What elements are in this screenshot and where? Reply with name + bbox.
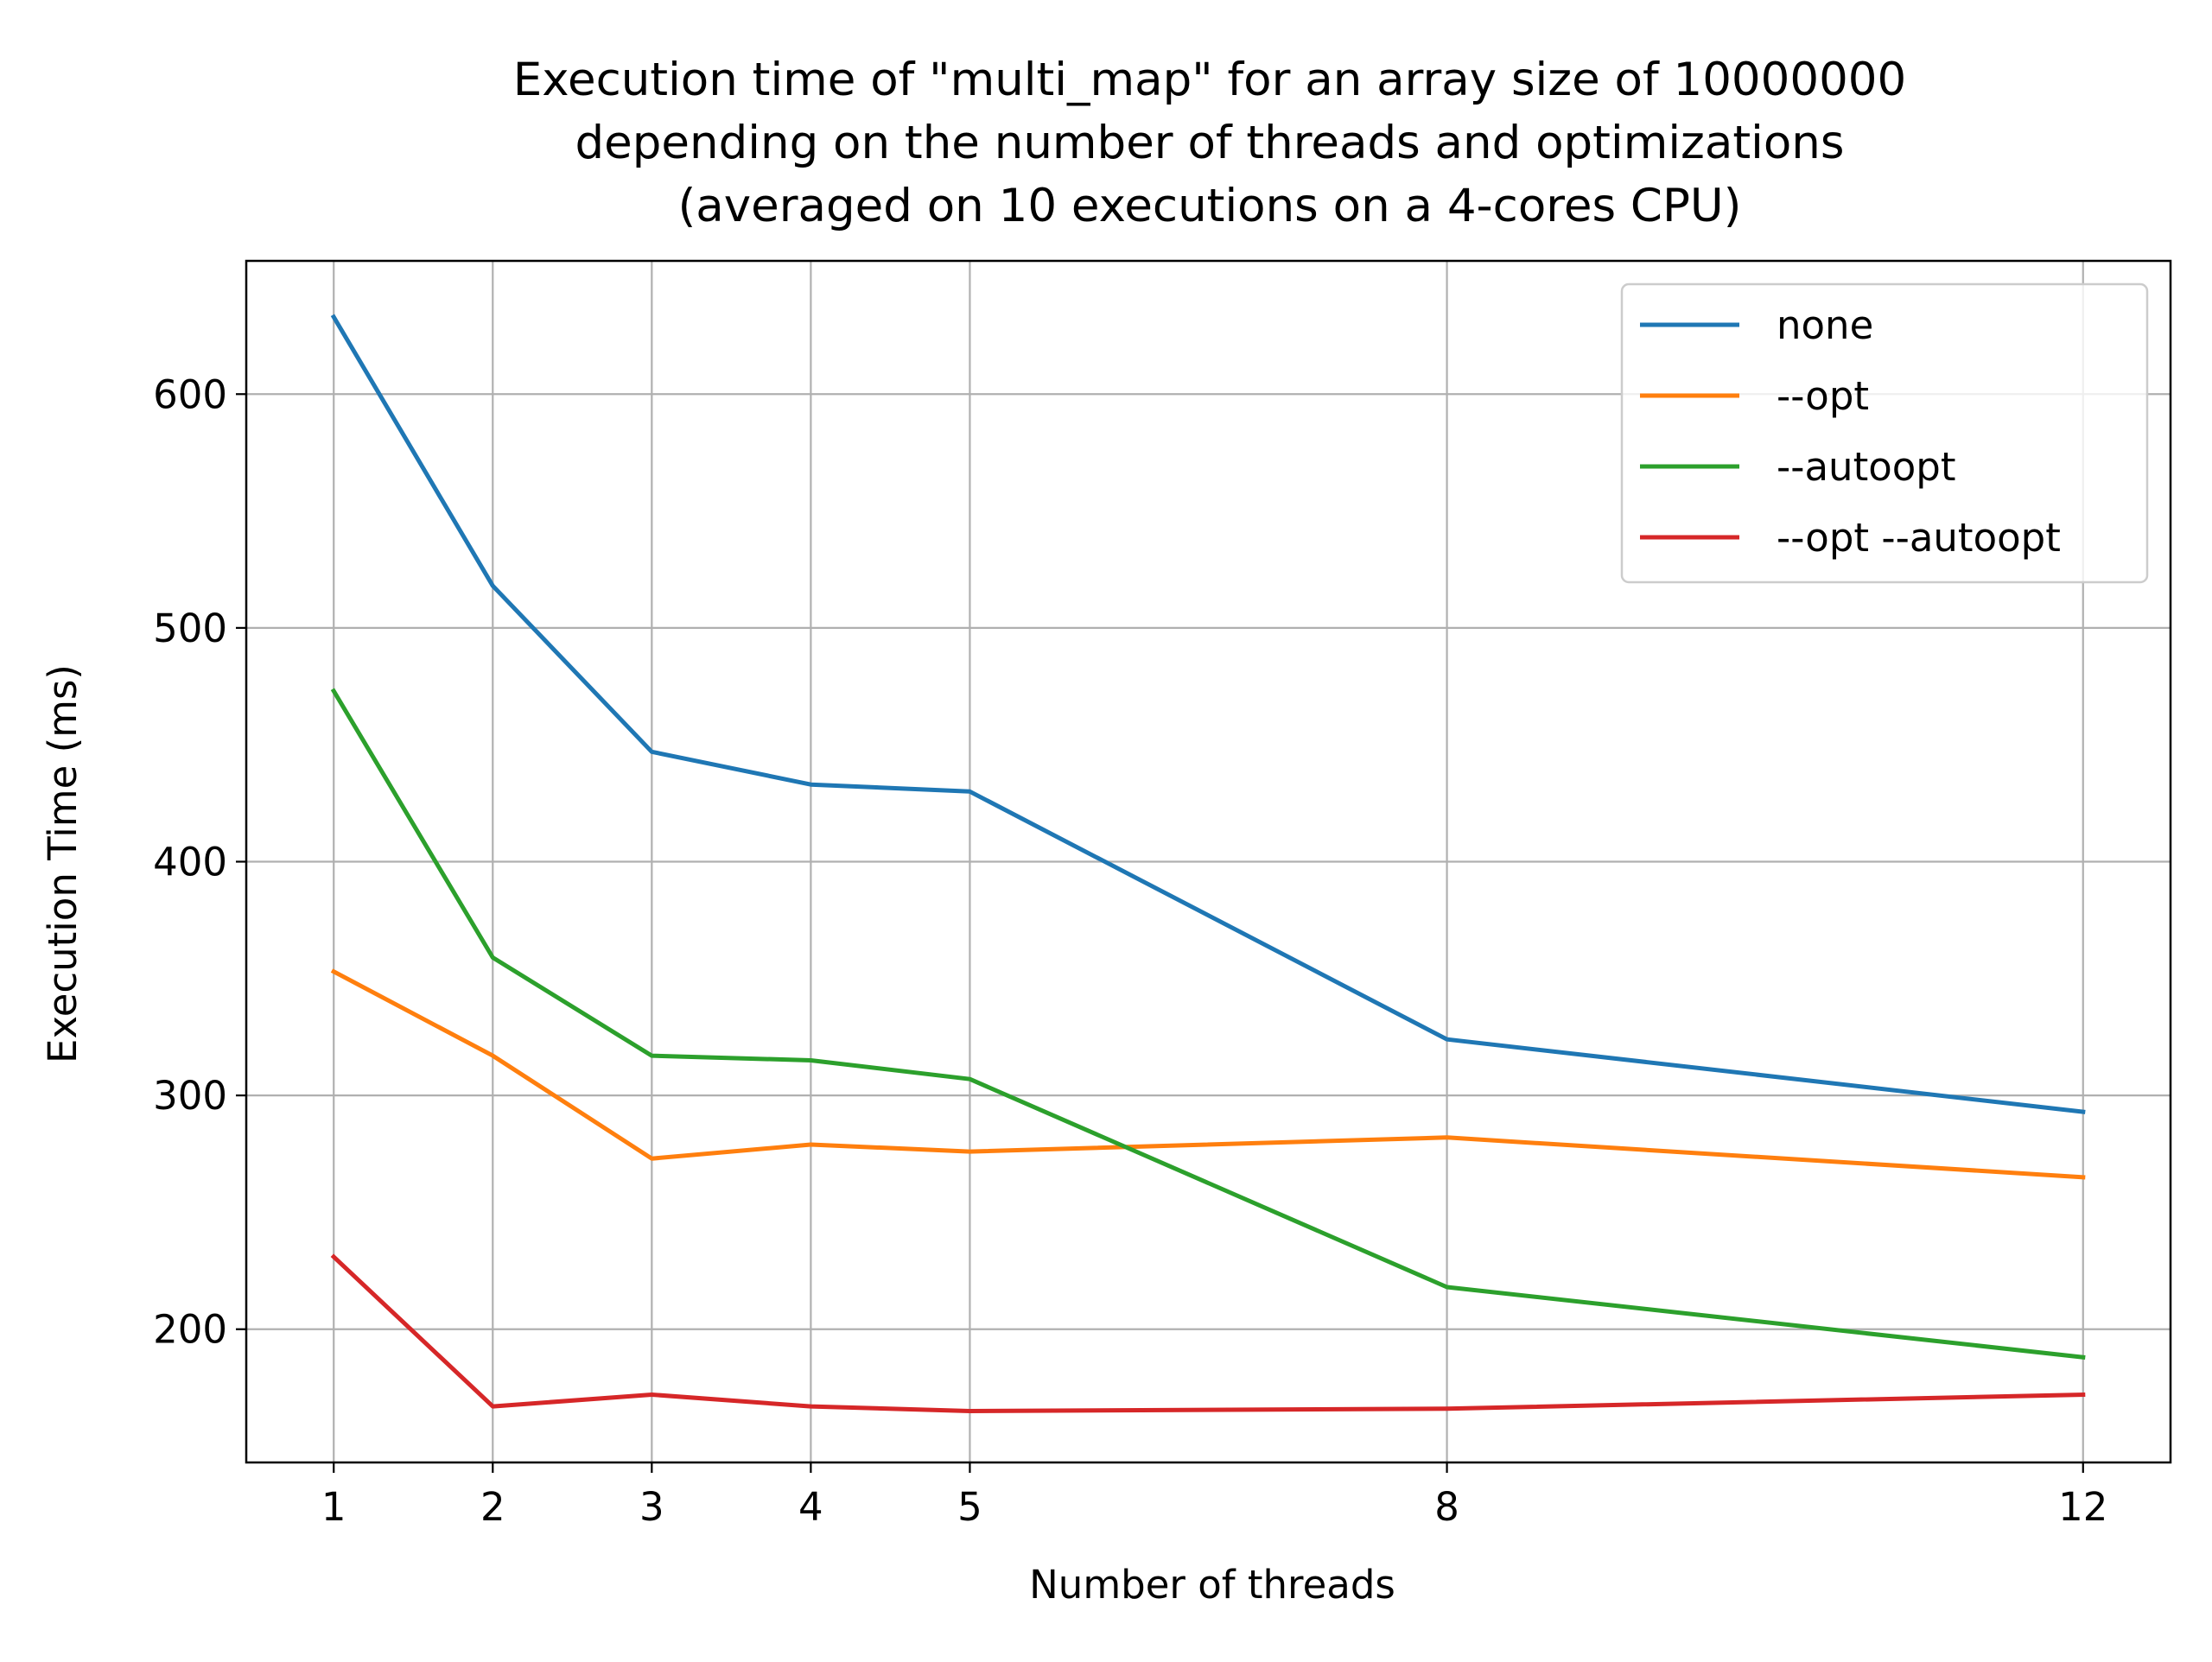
legend-label: --opt: [1777, 373, 1869, 419]
x-tick-label: 8: [1434, 1484, 1459, 1530]
legend-label: none: [1777, 302, 1873, 348]
x-tick-label: 1: [321, 1484, 346, 1530]
y-tick-label: 600: [153, 371, 227, 417]
series-line-autoopt: [330, 688, 2086, 1360]
legend-label: --opt --autoopt: [1777, 515, 2061, 561]
chart-title-line-1: Execution time of "multi_map" for an arr…: [513, 54, 1907, 106]
y-tick-label: 200: [153, 1307, 227, 1353]
x-tick-label: 4: [798, 1484, 823, 1530]
y-tick-label: 500: [153, 606, 227, 651]
y-axis-ticks: 200 300 400 500 600: [153, 371, 246, 1353]
y-tick-label: 300: [153, 1073, 227, 1119]
chart-title-line-3: (averaged on 10 executions on a 4-cores …: [678, 180, 1742, 232]
x-axis-ticks: 1 2 3 4 5 8 12: [321, 1462, 2107, 1530]
x-tick-label: 3: [639, 1484, 664, 1530]
x-tick-label: 5: [957, 1484, 982, 1530]
legend-box: [1620, 282, 2149, 584]
series-lines: [330, 314, 2086, 1413]
series-line-opt-autoopt: [330, 1253, 2086, 1413]
x-tick-label: 12: [2058, 1484, 2107, 1530]
y-tick-label: 400: [153, 840, 227, 885]
x-tick-label: 2: [480, 1484, 505, 1530]
series-line-none: [330, 314, 2086, 1114]
chart-title: Execution time of "multi_map" for an arr…: [513, 54, 1907, 232]
chart-title-line-2: depending on the number of threads and o…: [575, 117, 1845, 169]
grid-lines: [246, 261, 2171, 1462]
legend-label: --autoopt: [1777, 444, 1956, 490]
y-axis-label: Execution Time (ms): [40, 664, 86, 1063]
legend: none --opt --autoopt --opt --autoopt: [1620, 282, 2149, 584]
x-axis-label: Number of threads: [1029, 1562, 1395, 1608]
series-line-opt: [330, 968, 2086, 1180]
